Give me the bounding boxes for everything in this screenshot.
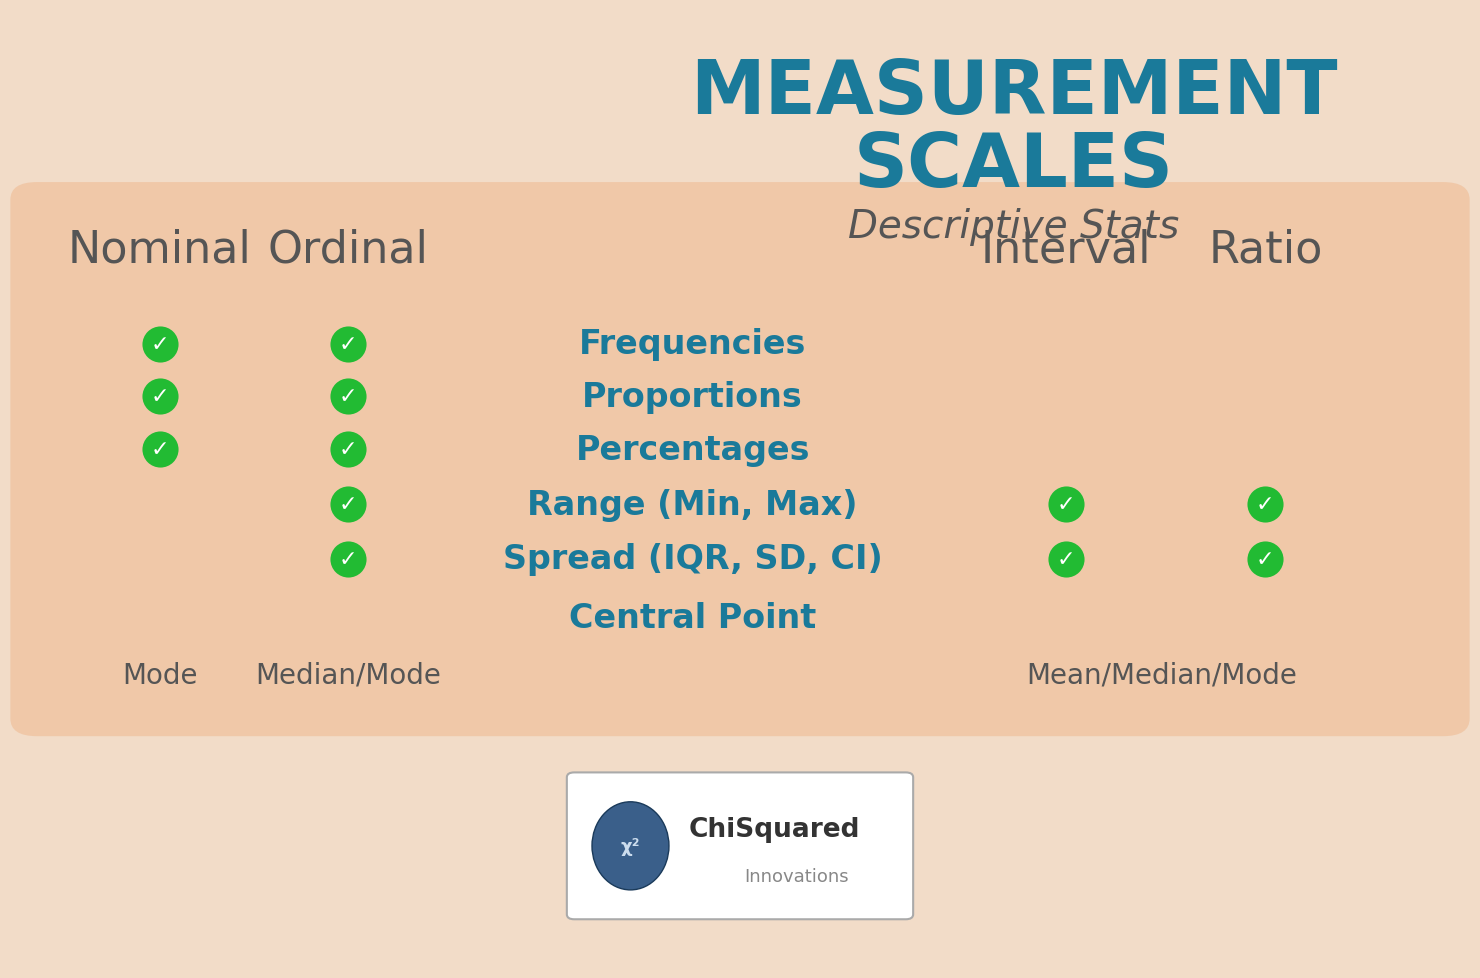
Text: ✓: ✓ [151,387,169,407]
Text: SCALES: SCALES [854,130,1174,202]
Text: Nominal: Nominal [68,228,252,271]
FancyBboxPatch shape [10,183,1470,736]
Text: ✓: ✓ [339,440,357,460]
Text: ✓: ✓ [339,495,357,514]
Text: Proportions: Proportions [582,380,804,414]
Text: Innovations: Innovations [744,867,848,885]
Text: Frequencies: Frequencies [579,328,807,361]
Text: Mode: Mode [121,661,198,689]
Text: ✓: ✓ [1257,550,1274,569]
Text: Central Point: Central Point [568,601,817,635]
Ellipse shape [592,802,669,890]
Text: ✓: ✓ [339,387,357,407]
Text: ✓: ✓ [339,550,357,569]
Text: Interval: Interval [980,228,1151,271]
Text: ✓: ✓ [339,334,357,354]
Text: Ratio: Ratio [1208,228,1323,271]
FancyBboxPatch shape [567,773,913,919]
Text: Spread (IQR, SD, CI): Spread (IQR, SD, CI) [503,543,882,576]
Text: ✓: ✓ [1057,495,1074,514]
Text: ✓: ✓ [1257,495,1274,514]
Text: χ²: χ² [620,837,641,855]
Text: ✓: ✓ [151,334,169,354]
Text: ✓: ✓ [151,440,169,460]
Text: ✓: ✓ [1057,550,1074,569]
Text: MEASUREMENT: MEASUREMENT [690,57,1338,129]
Text: Ordinal: Ordinal [268,228,428,271]
Text: Median/Mode: Median/Mode [255,661,441,689]
Text: Percentages: Percentages [576,433,810,467]
Text: Mean/Median/Mode: Mean/Median/Mode [1026,661,1298,689]
Text: ChiSquared: ChiSquared [688,817,860,842]
Text: Range (Min, Max): Range (Min, Max) [527,488,858,521]
Text: Descriptive Stats: Descriptive Stats [848,208,1180,245]
